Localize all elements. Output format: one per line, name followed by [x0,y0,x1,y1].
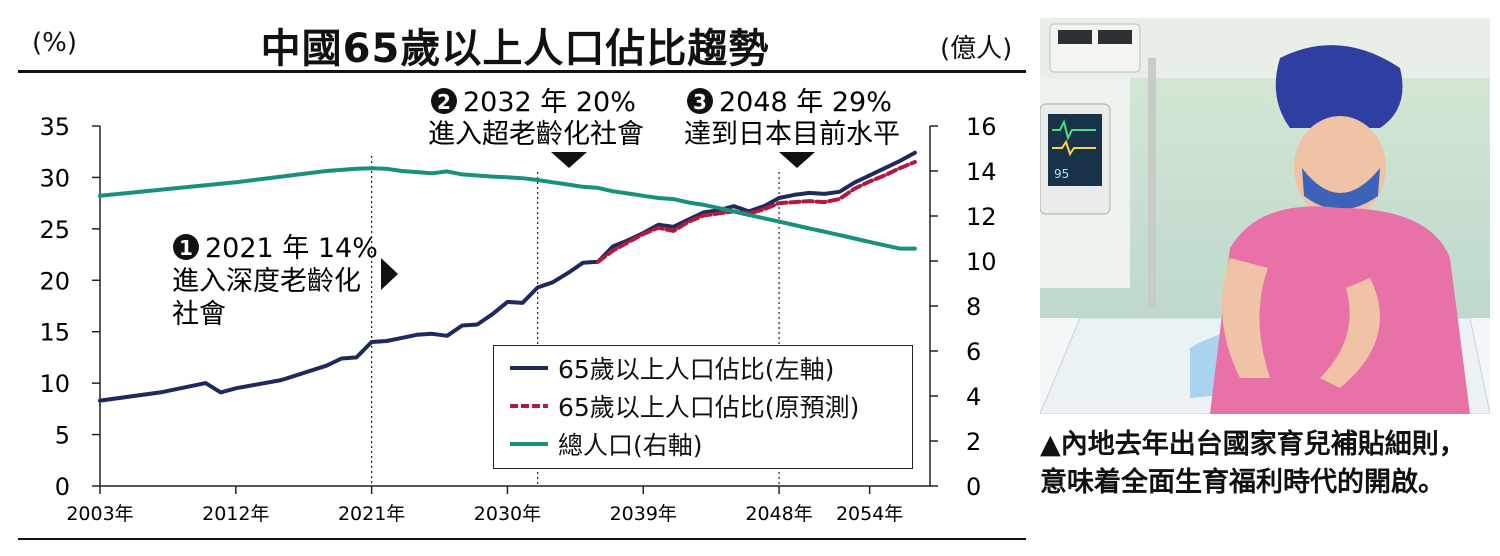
milestone-badge-number-3: 3 [693,90,707,114]
y-right-tick-label: 4 [966,383,981,411]
y-left-tick-label: 20 [39,267,70,295]
legend-swatch-share [510,366,548,370]
chart-title: 中國65歲以上人口佔比趨勢 [260,26,770,72]
legend-item-share: 65歲以上人口佔比(左軸) [510,350,834,386]
y-right-tick-label: 6 [966,338,981,366]
legend: 65歲以上人口佔比(左軸) 65歲以上人口佔比(原預測) 總人口(右軸) [493,345,913,469]
y-left-tick-label: 10 [39,370,70,398]
milestone-arrow-3 [779,152,815,168]
y-right-tick-label: 12 [966,203,997,231]
right-axis-unit: (億人) [940,34,1013,64]
x-tick-label: 2003年 [66,503,133,525]
x-tick-label: 2012年 [202,503,269,525]
x-tick-label: 2048年 [745,503,812,525]
x-tick-label: 2039年 [610,503,677,525]
y-right-tick-label: 16 [966,113,997,141]
x-tick-label: 2021年 [338,503,405,525]
y-left-tick-label: 35 [39,113,70,141]
y-left-tick-label: 30 [39,164,70,192]
news-photo: 95 [1040,18,1490,414]
legend-swatch-forecast [510,404,548,408]
title-rule [18,70,1026,73]
legend-label-population: 總人口(右軸) [558,431,703,460]
milestone-text-1b: 進入深度老齡化 [172,266,361,297]
nurse-newborn-illustration: 95 [1040,18,1490,414]
y-right-tick-label: 2 [966,428,981,456]
milestone-text-3a: 2048 年 29% [719,87,892,118]
monitor-readout: 95 [1054,167,1069,181]
legend-swatch-population [510,442,548,446]
series-line-1 [596,160,917,264]
legend-item-forecast: 65歲以上人口佔比(原預測) [510,388,859,424]
milestone-text-2a: 2032 年 20% [463,87,636,118]
milestone-badge-1 [173,234,199,260]
x-tick-label: 2030年 [474,503,541,525]
left-axis-unit: (%) [32,28,77,58]
milestone-badge-3 [687,88,713,114]
milestone-text-1a: 2021 年 14% [205,233,378,264]
milestone-arrow-2 [551,152,587,168]
milestone-arrow-1 [381,258,398,290]
x-tick-label: 2054年 [836,503,903,525]
milestone-badge-number-2: 2 [437,90,451,114]
y-right-tick-label: 0 [966,473,981,501]
series-line-2 [98,166,917,251]
milestone-text-2b: 進入超老齡化社會 [428,119,644,150]
chart-panel: (%) 中國65歲以上人口佔比趨勢 (億人) 0 5 10 15 20 25 30 35 0 2 4… [18,26,1026,540]
legend-label-forecast: 65歲以上人口佔比(原預測) [558,393,860,422]
y-left-tick-label: 0 [55,473,70,501]
y-right-tick-label: 10 [966,248,997,276]
milestone-text-3b: 達到日本目前水平 [684,119,900,150]
photo-caption: ▲內地去年出台國家育兒補貼細則，意味着全面生育福利時代的開啟。 [1040,429,1466,498]
y-right-tick-label: 8 [966,293,981,321]
y-right-tick-label: 14 [966,158,997,186]
series-line-0 [98,150,917,403]
legend-item-population: 總人口(右軸) [510,426,703,462]
legend-label-share: 65歲以上人口佔比(左軸) [558,355,835,384]
bottom-rule [18,538,1026,540]
milestone-badge-number-1: 1 [179,236,193,260]
y-left-tick-label: 5 [55,422,70,450]
milestone-text-1c: 社會 [172,299,226,330]
y-left-tick-label: 25 [39,216,70,244]
y-left-tick-label: 15 [39,319,70,347]
milestone-badge-2 [431,88,457,114]
